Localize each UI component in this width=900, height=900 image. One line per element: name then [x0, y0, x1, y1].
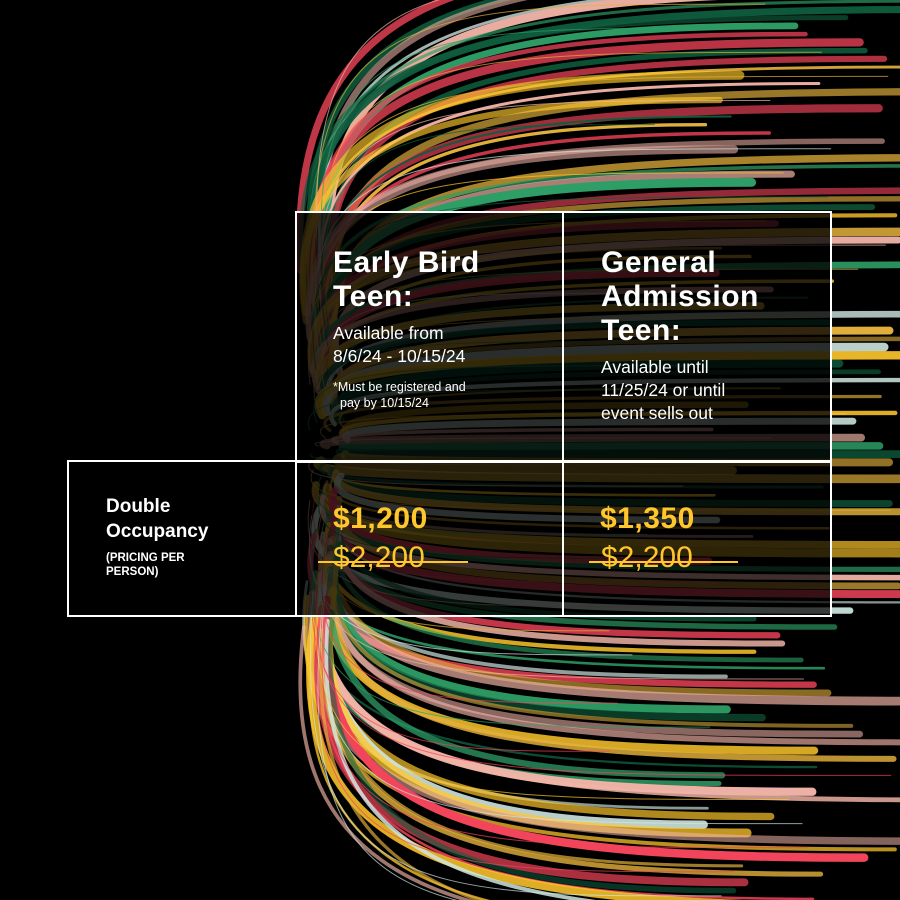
original-price-general-admission: $2,200: [601, 541, 693, 574]
note-line: *Must be registered and: [333, 380, 466, 394]
background-stripe: [321, 576, 808, 849]
background-stripe: [308, 622, 491, 900]
availability-line: Available until: [601, 357, 709, 377]
tier-title-line: Admission: [601, 280, 759, 313]
background-stripe: [305, 0, 512, 277]
row-sublabel-line: PERSON): [106, 566, 159, 578]
strikethrough-line: [589, 561, 738, 563]
background-stripe: [320, 27, 723, 316]
background-stripe: [315, 561, 789, 800]
strikethrough-line: [318, 561, 468, 563]
header-cell-early-bird: [296, 212, 564, 462]
header-cell-general-admission: [564, 212, 831, 462]
price-early-bird: $1,200: [333, 502, 428, 535]
column-divider-2: [562, 211, 564, 617]
column-divider-1: [295, 460, 297, 617]
price-cell-early-bird: [296, 461, 564, 616]
tier-title-line: General: [601, 246, 717, 279]
availability-line: 11/25/24 or until: [601, 380, 726, 400]
background-stripe: [295, 0, 455, 274]
background-stripe: [310, 546, 610, 752]
tier-availability-early-bird: Available from 8/6/24 - 10/15/24: [333, 322, 465, 368]
background-stripe: [317, 599, 459, 900]
tier-title-general-admission: General Admission Teen:: [601, 246, 759, 348]
tier-title-line: Teen:: [601, 314, 682, 347]
background-stripe: [330, 560, 897, 762]
background-stripe: [324, 618, 597, 900]
availability-line: Available from: [333, 323, 444, 343]
background-stripe: [298, 15, 849, 294]
row-label-cell: [68, 461, 297, 616]
availability-line: event sells out: [601, 403, 713, 423]
tier-title-line: Teen:: [333, 280, 414, 313]
row-sublabel-line: (PRICING PER: [106, 552, 185, 564]
price-cell-general-admission: [564, 461, 831, 616]
note-line: pay by 10/15/24: [340, 396, 429, 410]
row-sublabel-pricing-per-person: (PRICING PER PERSON): [106, 551, 185, 579]
row-label-line: Occupancy: [106, 521, 209, 542]
background-stripe: [327, 609, 737, 894]
tier-note-early-bird: *Must be registered and pay by 10/15/24: [333, 379, 466, 411]
background-stripe: [314, 3, 766, 308]
price-general-admission: $1,350: [600, 502, 695, 535]
background-stripe: [298, 625, 474, 900]
availability-line: 8/6/24 - 10/15/24: [333, 346, 466, 366]
original-price-early-bird: $2,200: [333, 541, 425, 574]
background-stripe: [315, 553, 892, 776]
row-label-double-occupancy: Double Occupancy: [106, 494, 208, 544]
background-stripe: [318, 628, 484, 900]
background-stripe: [313, 584, 734, 873]
tier-title-early-bird: Early Bird Teen:: [333, 246, 480, 314]
tier-availability-general-admission: Available until 11/25/24 or until event …: [601, 356, 725, 425]
tier-title-line: Early Bird: [333, 246, 480, 279]
background-stripe: [309, 592, 722, 897]
row-label-line: Double: [106, 496, 171, 517]
